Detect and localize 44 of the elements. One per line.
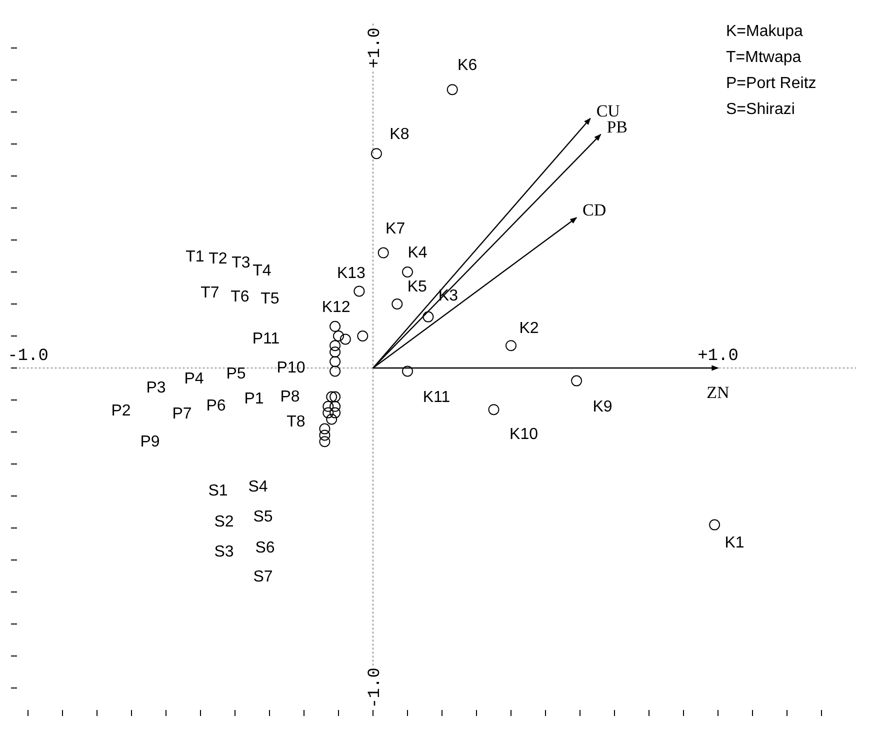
- annotation: K6: [458, 57, 478, 74]
- annotation: S1: [208, 482, 228, 500]
- series-label: CD: [582, 200, 606, 220]
- annotation: P2: [111, 402, 131, 420]
- annotation: P=Port Reitz: [726, 75, 816, 92]
- annotation: K4: [408, 244, 428, 262]
- annotation: P3: [146, 380, 166, 397]
- annotation: K10: [510, 426, 538, 444]
- annotation: T2: [208, 250, 228, 268]
- annotation: P9: [140, 434, 160, 451]
- annotation: S3: [214, 544, 234, 561]
- annotation: S5: [253, 508, 273, 526]
- annotation: T6: [230, 288, 250, 306]
- annotation: K=Makupa: [726, 23, 804, 40]
- annotation: S2: [214, 514, 234, 531]
- annotation: K7: [386, 220, 406, 238]
- annotation: P7: [172, 406, 192, 423]
- annotation: P5: [226, 366, 246, 383]
- annotation: K2: [519, 320, 539, 338]
- annotation: T1: [186, 248, 204, 266]
- annotation: T4: [252, 262, 272, 280]
- annotation: T=Mtwapa: [726, 49, 802, 66]
- annotation: P6: [206, 398, 226, 415]
- series-label: ZN: [706, 383, 730, 402]
- annotation: S7: [253, 568, 273, 586]
- annotation: P4: [184, 370, 204, 388]
- annotation: K1: [724, 534, 744, 552]
- annotation: S4: [248, 478, 268, 496]
- annotation: S6: [255, 540, 275, 557]
- annotation: K8: [390, 126, 410, 144]
- annotation: K5: [407, 278, 428, 296]
- annotation: K13: [336, 264, 366, 282]
- annotation: P8: [280, 388, 300, 406]
- annotation: P11: [252, 330, 280, 348]
- annotation: T3: [232, 254, 250, 272]
- annotation: P10: [276, 360, 306, 377]
- annotation: P1: [244, 390, 264, 408]
- annotation: T5: [260, 290, 280, 308]
- annotation: S=Shirazi: [726, 101, 795, 118]
- annotation: K12: [322, 299, 350, 316]
- annotation: T8: [286, 414, 306, 431]
- annotation: K9: [592, 398, 612, 416]
- annotation: K11: [422, 388, 450, 406]
- annotation: T7: [200, 284, 220, 302]
